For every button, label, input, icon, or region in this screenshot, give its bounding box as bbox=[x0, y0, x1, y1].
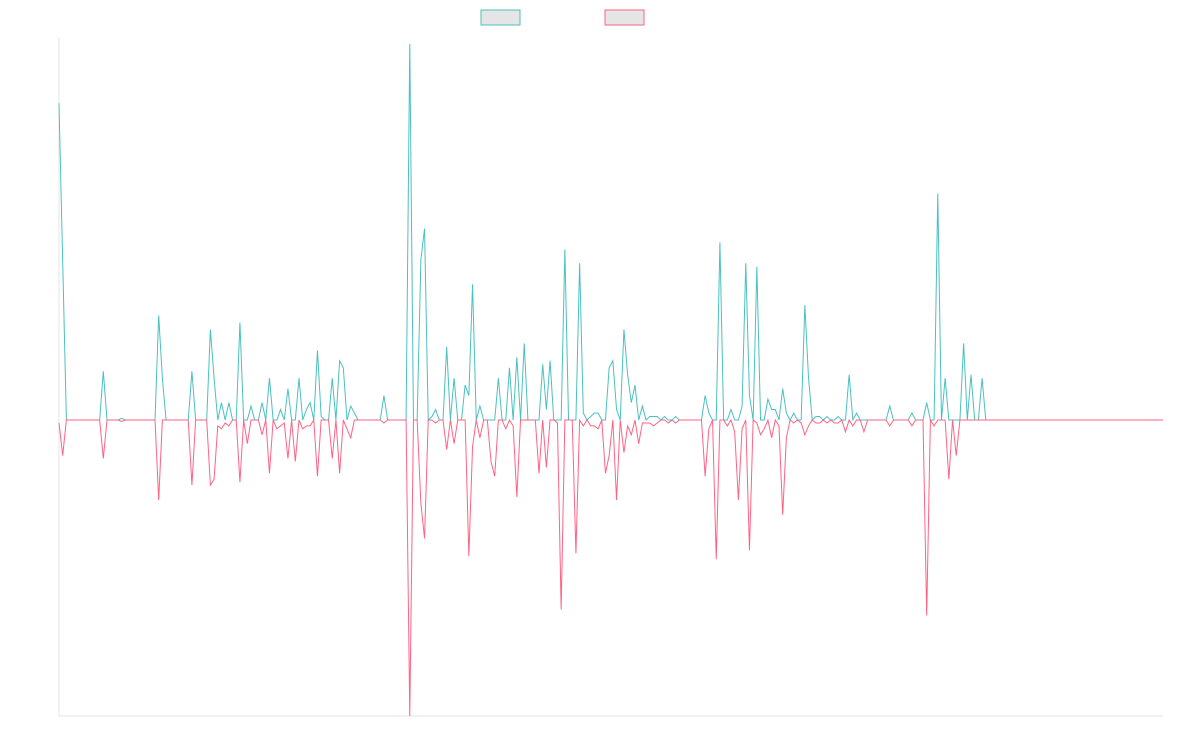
legend-swatch-series-2 bbox=[604, 9, 645, 26]
legend-swatch-series-1 bbox=[480, 9, 521, 26]
axes bbox=[58, 37, 1163, 717]
series-layer bbox=[58, 43, 1163, 717]
series-line-2 bbox=[58, 418, 1163, 717]
series-line-1 bbox=[58, 43, 1163, 422]
legend bbox=[480, 9, 645, 26]
